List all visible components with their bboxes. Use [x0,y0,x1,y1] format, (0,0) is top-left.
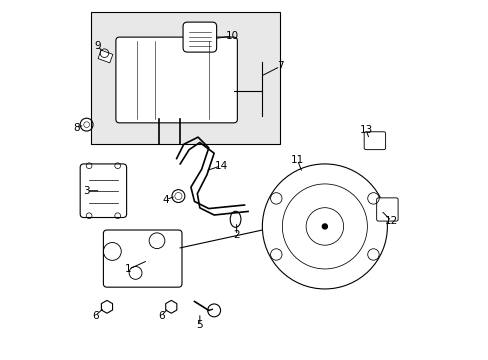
Text: 6: 6 [92,311,98,321]
Text: 6: 6 [158,311,164,321]
FancyBboxPatch shape [183,22,216,52]
Text: 11: 11 [290,155,304,165]
Text: 8: 8 [73,123,80,133]
FancyBboxPatch shape [364,132,385,150]
Text: 10: 10 [225,31,239,41]
Circle shape [322,224,326,229]
Text: 13: 13 [359,125,372,135]
Text: 14: 14 [214,161,227,171]
FancyBboxPatch shape [376,198,397,221]
Text: 9: 9 [94,41,101,51]
Text: 5: 5 [196,320,203,330]
Text: 1: 1 [125,264,131,274]
Text: 2: 2 [233,230,240,240]
FancyBboxPatch shape [80,164,126,217]
Text: 3: 3 [83,186,90,196]
FancyBboxPatch shape [103,230,182,287]
Bar [98,50,113,63]
Text: 12: 12 [384,216,398,226]
FancyBboxPatch shape [116,37,237,123]
Text: 7: 7 [276,62,283,71]
Text: 4: 4 [163,195,169,204]
Bar [91,12,280,144]
